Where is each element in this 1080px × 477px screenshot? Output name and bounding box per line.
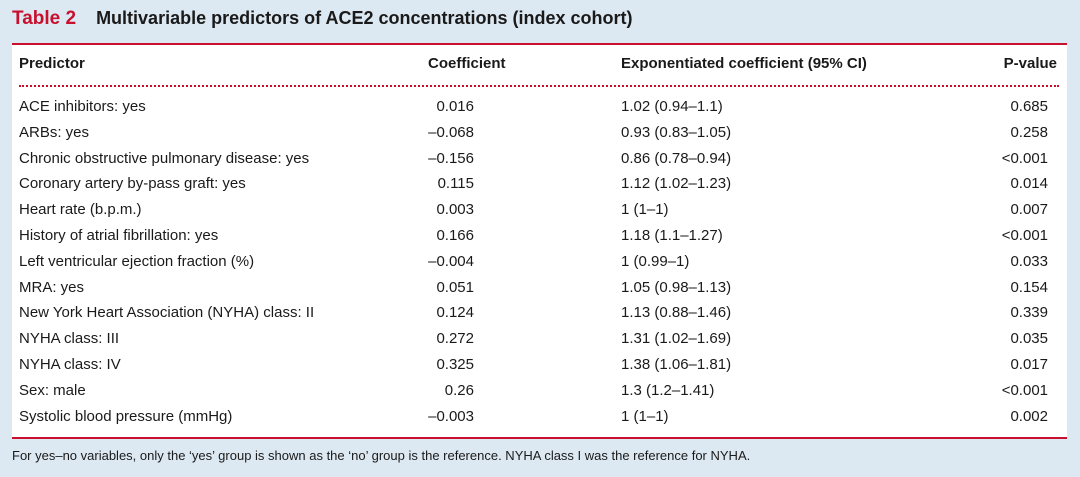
p-value-cell: 0.017 [1010, 356, 1048, 373]
predictor-cell: Left ventricular ejection fraction (%) [19, 252, 255, 270]
p-value-cell: 0.002 [1010, 407, 1048, 425]
p-value-cell: 0.685 [1010, 98, 1048, 115]
table-panel: Predictor Coefficient Exponentiated coef… [12, 43, 1067, 439]
table-row: ARBs: yes –0.068 0.93 (0.83–1.05) 0.258 [12, 120, 1067, 146]
predictor-cell: MRA: yes [19, 278, 85, 296]
table-row: MRA: yes 0.051 1.05 (0.98–1.13) 0.154 [12, 275, 1067, 301]
p-value-cell: 0.007 [1010, 201, 1048, 219]
coefficient-cell: 0.166 [436, 227, 474, 244]
exp-coefficient-cell: 1.05 (0.98–1.13) [621, 278, 732, 296]
header-predictor: Predictor [19, 55, 85, 72]
table-caption: Table 2 Multivariable predictors of ACE2… [12, 8, 632, 36]
coefficient-cell: –0.003 [428, 407, 474, 425]
predictor-cell: Coronary artery by-pass graft: yes [19, 175, 246, 193]
p-value-cell: 0.035 [1010, 330, 1048, 348]
predictor-cell: Chronic obstructive pulmonary disease: y… [19, 149, 310, 167]
exp-coefficient-cell: 1.18 (1.1–1.27) [621, 227, 723, 244]
predictor-cell: History of atrial fibrillation: yes [19, 227, 219, 244]
p-value-cell: 0.258 [1010, 123, 1048, 141]
header-p-value: P-value [1003, 55, 1057, 72]
table-row: Systolic blood pressure (mmHg) –0.003 1 (1… [12, 404, 1067, 430]
coefficient-cell: –0.068 [428, 123, 474, 141]
exp-coefficient-cell: 1.12 (1.02–1.23) [621, 175, 732, 193]
coefficient-cell: –0.004 [428, 252, 474, 270]
coefficient-cell: 0.272 [436, 330, 474, 348]
table-footnote: For yes–no variables, only the ‘yes’ gro… [12, 448, 751, 463]
predictor-cell: ARBs: yes [19, 123, 90, 141]
predictor-cell: Systolic blood pressure (mmHg) [19, 407, 233, 425]
table-row: Chronic obstructive pulmonary disease: y… [12, 146, 1067, 172]
predictor-cell: Sex: male [19, 381, 86, 399]
exp-coefficient-cell: 1.13 (0.88–1.46) [621, 304, 732, 322]
table-row: NYHA class: III 0.272 1.31 (1.02–1.69) 0.03… [12, 326, 1067, 352]
coefficient-cell: 0.124 [436, 304, 474, 322]
exp-coefficient-cell: 1.3 (1.2–1.41) [621, 381, 715, 399]
header-coefficient: Coefficient [428, 55, 506, 72]
predictor-cell: NYHA class: III [19, 330, 120, 348]
coefficient-cell: 0.115 [437, 175, 474, 193]
table-row: Coronary artery by-pass graft: yes 0.115 1… [12, 171, 1067, 197]
table-title: Multivariable predictors of ACE2 concent… [96, 8, 633, 28]
table-row: Sex: male 0.26 1.3 (1.2–1.41) <0.001 [12, 378, 1067, 404]
exp-coefficient-cell: 1.38 (1.06–1.81) [621, 356, 732, 373]
table-row: New York Heart Association (NYHA) class:… [12, 300, 1067, 326]
p-value-cell: 0.033 [1010, 252, 1048, 270]
coefficient-cell: –0.156 [428, 149, 474, 167]
exp-coefficient-cell: 0.86 (0.78–0.94) [621, 149, 732, 167]
table-row: Heart rate (b.p.m.) 0.003 1 (1–1) 0.007 [12, 197, 1067, 223]
table-row: NYHA class: IV 0.325 1.38 (1.06–1.81) 0.017 [12, 352, 1067, 378]
p-value-cell: 0.154 [1010, 278, 1048, 296]
coefficient-cell: 0.003 [436, 201, 474, 219]
predictor-cell: ACE inhibitors: yes [19, 98, 146, 115]
p-value-cell: <0.001 [1001, 227, 1048, 244]
coefficient-cell: 0.325 [436, 356, 474, 373]
exp-coefficient-cell: 1.02 (0.94–1.1) [621, 98, 723, 115]
exp-coefficient-cell: 1 (0.99–1) [621, 252, 690, 270]
p-value-cell: <0.001 [1001, 149, 1048, 167]
predictor-cell: Heart rate (b.p.m.) [19, 201, 142, 219]
coefficient-cell: 0.016 [436, 98, 474, 115]
p-value-cell: 0.339 [1010, 304, 1048, 322]
predictor-cell: NYHA class: IV [19, 356, 121, 373]
table-row: ACE inhibitors: yes 0.016 1.02 (0.94–1.1) 0… [12, 94, 1067, 120]
header-exp-coefficient: Exponentiated coefficient (95% CI) [621, 55, 867, 72]
exp-coefficient-cell: 1 (1–1) [621, 201, 669, 219]
exp-coefficient-cell: 1 (1–1) [621, 407, 669, 425]
p-value-cell: <0.001 [1001, 381, 1048, 399]
coefficient-cell: 0.26 [444, 381, 474, 399]
p-value-cell: 0.014 [1010, 175, 1048, 193]
table-label: Table 2 [12, 8, 77, 29]
predictor-cell: New York Heart Association (NYHA) class:… [19, 304, 315, 322]
table-row: History of atrial fibrillation: yes 0.166… [12, 223, 1067, 249]
coefficient-cell: 0.051 [436, 278, 474, 296]
header-divider [19, 85, 1059, 87]
exp-coefficient-cell: 0.93 (0.83–1.05) [621, 123, 732, 141]
table-row: Left ventricular ejection fraction (%) –0… [12, 249, 1067, 275]
table-header-row: Predictor Coefficient Exponentiated coef… [12, 51, 1067, 77]
exp-coefficient-cell: 1.31 (1.02–1.69) [621, 330, 732, 348]
